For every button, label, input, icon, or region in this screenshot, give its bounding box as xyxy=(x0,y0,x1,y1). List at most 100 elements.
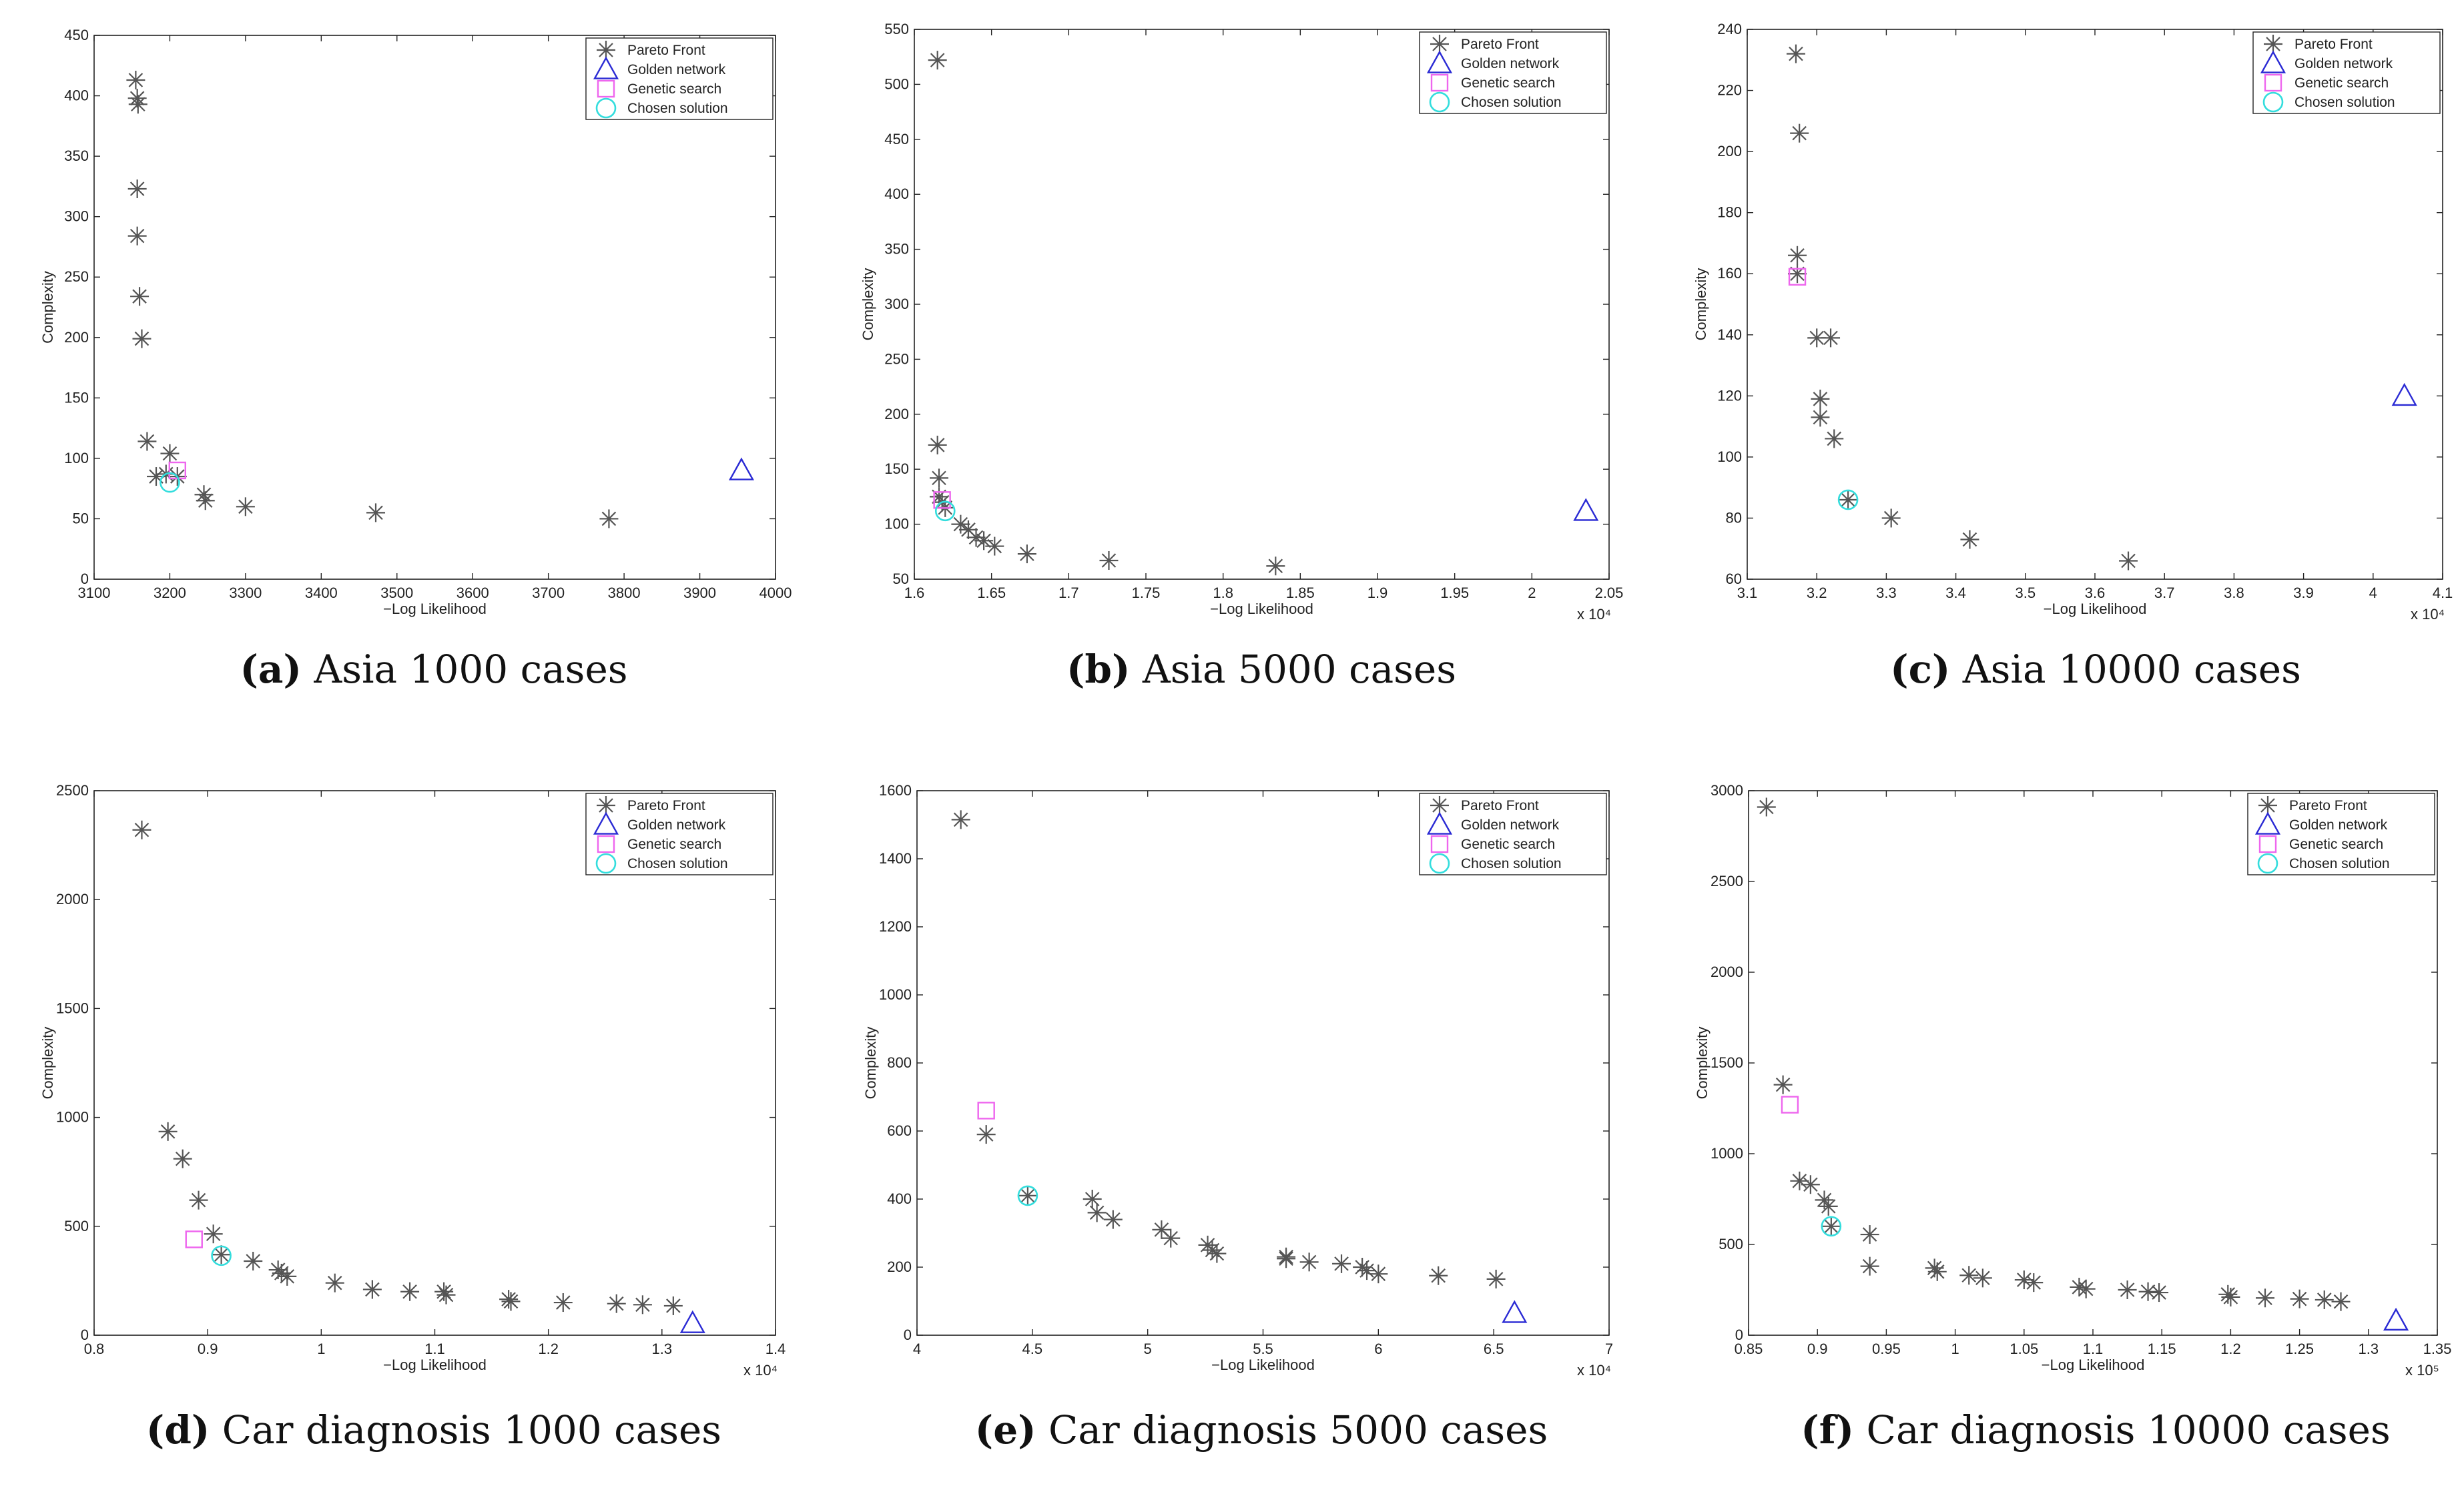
x-axis-exponent: x 10⁴ xyxy=(1577,1362,1611,1379)
legend-marker-triangle xyxy=(593,56,619,79)
data-point-star xyxy=(1357,1261,1377,1280)
x-tick-label: 4000 xyxy=(759,585,792,601)
x-tick-label: 5 xyxy=(1144,1341,1152,1357)
y-tick-label: 400 xyxy=(884,185,909,202)
data-point-star xyxy=(158,1122,178,1141)
legend-entry: Pareto Front xyxy=(1461,37,1539,52)
y-tick-label: 140 xyxy=(1717,326,1742,343)
series-circle xyxy=(1837,489,1859,510)
x-axis-label: −Log Likelihood xyxy=(1210,601,1313,617)
x-tick-label: 3900 xyxy=(683,585,716,601)
x-tick-label: 5.5 xyxy=(1253,1341,1273,1357)
series-star xyxy=(1786,44,2138,571)
x-tick-label: 3600 xyxy=(456,585,489,601)
x-tick-label: 3800 xyxy=(608,585,641,601)
x-tick-label: 3.1 xyxy=(1737,585,1758,601)
series-triangle xyxy=(1573,498,1599,521)
y-tick-label: 500 xyxy=(64,1218,89,1234)
legend: Pareto Front Golden network Genetic search… xyxy=(2252,31,2441,114)
chart-caption: (c) Asia 10000 cases xyxy=(1890,647,2301,692)
data-point-star xyxy=(1429,1266,1448,1285)
y-tick-label: 400 xyxy=(64,87,89,104)
y-tick-label: 100 xyxy=(1717,448,1742,465)
data-point-star xyxy=(436,1285,456,1305)
y-axis-label: Complexity xyxy=(1692,268,1709,341)
legend: Pareto Front Golden network Genetic search… xyxy=(585,793,774,875)
chart-caption: (d) Car diagnosis 1000 cases xyxy=(146,1407,721,1453)
legend-marker-circle xyxy=(1429,91,1450,113)
x-tick-label: 1.3 xyxy=(652,1341,673,1357)
caption-letter: (a) xyxy=(240,647,301,692)
data-point-star xyxy=(160,444,180,463)
data-point-triangle xyxy=(679,1310,705,1333)
legend-entry: Golden network xyxy=(1461,56,1560,71)
y-tick-label: 200 xyxy=(64,329,89,346)
legend-marker-triangle xyxy=(2254,811,2281,835)
data-point-star xyxy=(1099,550,1119,570)
caption-letter: (c) xyxy=(1890,647,1950,692)
legend-entry: Genetic search xyxy=(1461,837,1555,852)
legend-marker-circle xyxy=(595,853,617,874)
chart-e: 4 4.5 5 5.5 6 6.5 7 0 200 400 600 800 1000 1200 1400 16… xyxy=(862,782,1613,1453)
legend-entry: Genetic search xyxy=(1461,75,1555,91)
legend-marker-circle xyxy=(1429,853,1450,874)
y-tick-label: 300 xyxy=(884,296,909,312)
data-point-star xyxy=(1161,1228,1181,1248)
data-point-star xyxy=(553,1293,573,1313)
x-axis-exponent: x 10⁴ xyxy=(1577,606,1611,623)
legend-marker-star xyxy=(1430,35,1449,53)
x-tick-label: 1 xyxy=(317,1341,325,1357)
data-point-star xyxy=(362,1280,382,1299)
x-tick-label: 3.4 xyxy=(1945,585,1966,601)
series-circle xyxy=(934,500,956,522)
x-tick-label: 1.9 xyxy=(1367,585,1388,601)
data-point-star xyxy=(278,1266,297,1286)
legend-entry: Golden network xyxy=(627,817,726,833)
data-point-star xyxy=(1881,508,1901,528)
data-point-star xyxy=(928,435,947,454)
data-point-star xyxy=(1811,389,1830,408)
y-tick-label: 250 xyxy=(64,268,89,285)
data-point-star xyxy=(1788,264,1807,284)
caption-letter: (f) xyxy=(1801,1407,1854,1453)
x-tick-label: 3.5 xyxy=(2016,585,2036,601)
data-point-star xyxy=(1332,1254,1351,1273)
data-point-star xyxy=(1369,1264,1388,1284)
y-tick-label: 200 xyxy=(887,1258,912,1275)
legend-entry: Chosen solution xyxy=(627,856,728,871)
legend-marker-square xyxy=(597,79,615,98)
y-tick-label: 120 xyxy=(1717,387,1742,404)
data-point-star xyxy=(127,179,147,199)
data-point-star xyxy=(2014,1270,2034,1290)
x-tick-label: 2.05 xyxy=(1595,585,1624,601)
x-tick-label: 1.2 xyxy=(538,1341,559,1357)
data-point-star xyxy=(196,491,215,510)
data-point-square xyxy=(1788,268,1807,286)
caption-text: Car diagnosis 10000 cases xyxy=(1854,1407,2391,1453)
legend-entry: Golden network xyxy=(1461,817,1560,833)
data-point-star xyxy=(236,497,255,516)
data-point-star xyxy=(1486,1269,1506,1288)
y-tick-label: 0 xyxy=(904,1327,912,1343)
legend-marker-triangle xyxy=(1426,50,1453,73)
x-tick-label: 3.6 xyxy=(2085,585,2106,601)
y-tick-label: 350 xyxy=(884,241,909,258)
legend-entry: Pareto Front xyxy=(627,43,705,58)
data-point-star xyxy=(1266,556,1285,576)
chart-caption: (e) Car diagnosis 5000 cases xyxy=(975,1407,1548,1453)
y-tick-label: 220 xyxy=(1717,82,1742,99)
data-point-star xyxy=(2290,1289,2309,1309)
x-axis-label: −Log Likelihood xyxy=(1211,1357,1315,1373)
y-tick-label: 1000 xyxy=(879,986,912,1003)
x-tick-label: 1.95 xyxy=(1440,585,1469,601)
y-tick-label: 550 xyxy=(884,21,909,37)
data-point-star xyxy=(1825,429,1844,448)
y-tick-label: 250 xyxy=(884,350,909,367)
plot-frame xyxy=(93,35,776,580)
caption-letter: (b) xyxy=(1066,647,1130,692)
y-axis-label: Complexity xyxy=(1694,1027,1711,1100)
data-point-triangle xyxy=(1502,1300,1528,1323)
chart-caption: (b) Asia 5000 cases xyxy=(1066,647,1456,692)
x-tick-label: 2 xyxy=(1528,585,1536,601)
data-point-star xyxy=(599,509,619,528)
